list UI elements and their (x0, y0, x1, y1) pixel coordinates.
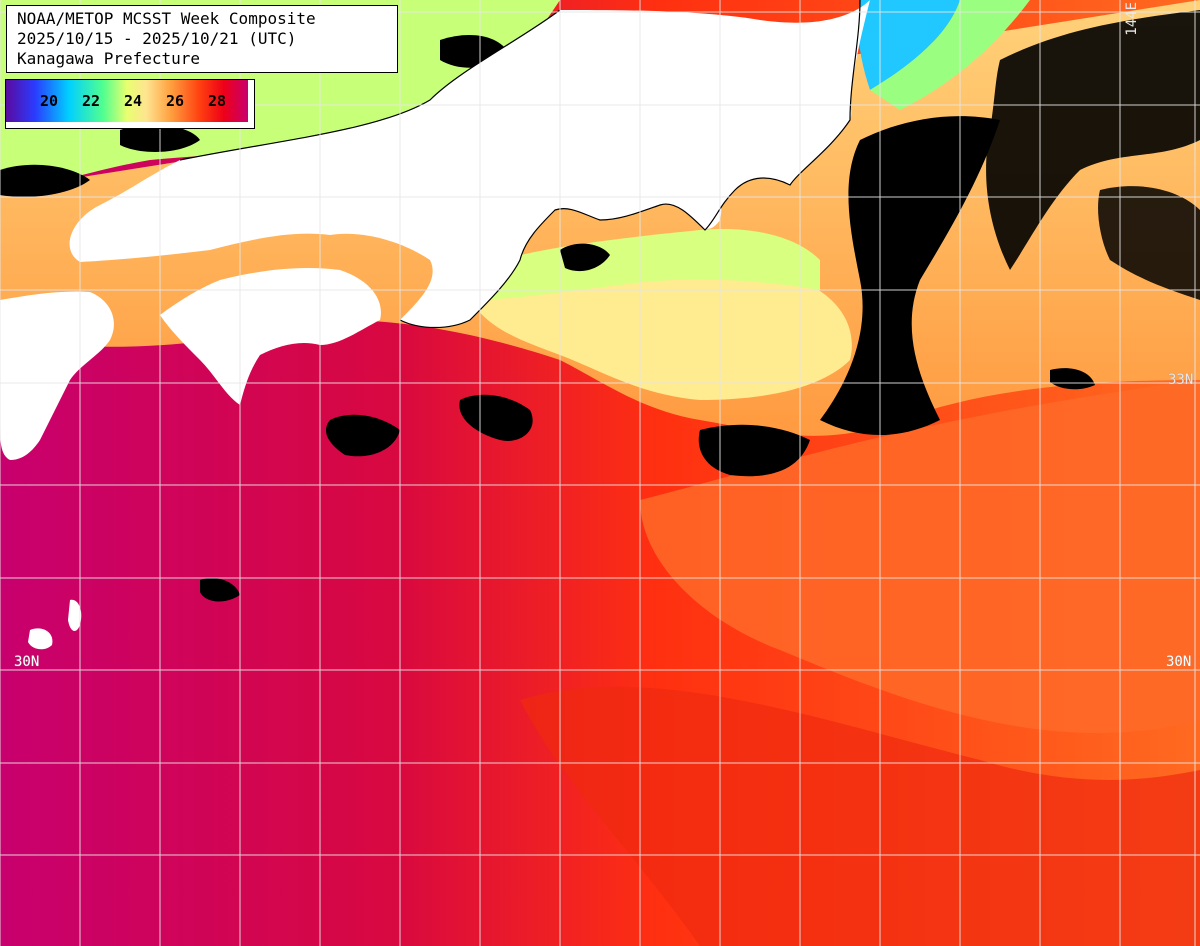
land-layer (0, 0, 870, 650)
ocean-pale-band (470, 266, 852, 400)
legend-tick-20: 20 (39, 92, 59, 110)
legend-tick-22: 22 (81, 92, 101, 110)
legend-tick-28: 28 (207, 92, 227, 110)
map-title: NOAA/METOP MCSST Week Composite (17, 9, 316, 28)
ocean-cold-cyan (858, 0, 960, 90)
lat-label-30n-right: 30N (1166, 654, 1192, 670)
ocean-orange-lower (520, 686, 1200, 946)
land-kyushu (0, 291, 114, 460)
temperature-color-legend: 20 22 24 26 28 (5, 79, 255, 129)
legend-tick-26: 26 (165, 92, 185, 110)
map-title-box: NOAA/METOP MCSST Week Composite 2025/10/… (6, 5, 398, 73)
legend-tick-24: 24 (123, 92, 143, 110)
land-boso (823, 90, 852, 126)
lat-label-33n-right: 33N (1168, 372, 1194, 388)
date-range: 2025/10/15 - 2025/10/21 (UTC) (17, 29, 297, 48)
land-yakushima (28, 628, 53, 650)
lat-label-30n-left: 30N (14, 654, 40, 670)
land-izu (695, 189, 722, 229)
legend-tick-labels: 20 22 24 26 28 (6, 80, 248, 122)
ocean-cold-green (870, 0, 1030, 110)
land-shikoku (160, 268, 381, 405)
region-name: Kanagawa Prefecture (17, 49, 201, 68)
land-honshu (69, 0, 870, 328)
legend-color-bar (6, 80, 248, 122)
land-tanegashima (68, 599, 82, 632)
land-awaji (440, 248, 452, 272)
ocean-greenish-coast (470, 229, 820, 300)
lon-label-144e: 144E (1124, 2, 1140, 36)
